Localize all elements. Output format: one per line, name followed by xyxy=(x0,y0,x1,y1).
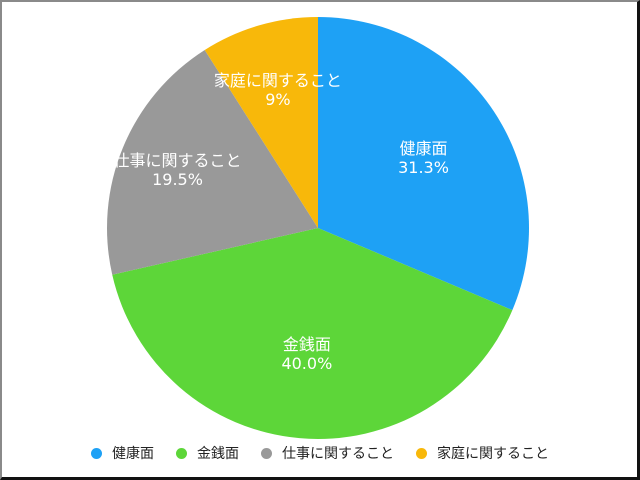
pie-slice[interactable] xyxy=(204,17,318,228)
slice-category-label: 金銭面 xyxy=(283,335,331,354)
legend-item-work[interactable]: 仕事に関すること xyxy=(261,443,394,463)
pie-slice[interactable] xyxy=(112,228,513,440)
legend-item-money[interactable]: 金銭面 xyxy=(176,443,239,463)
slice-category-label: 家庭に関すること xyxy=(214,71,342,90)
legend-dot-icon xyxy=(176,447,187,459)
slice-category-label: 健康面 xyxy=(400,139,448,158)
legend-label: 金銭面 xyxy=(197,446,239,462)
legend-label: 仕事に関すること xyxy=(282,446,394,462)
legend-label: 健康面 xyxy=(112,446,154,462)
legend-item-health[interactable]: 健康面 xyxy=(91,443,154,463)
slice-value-label: 40.0% xyxy=(281,354,332,373)
legend: 健康面 金銭面 仕事に関すること 家庭に関すること xyxy=(0,440,640,466)
legend-dot-icon xyxy=(91,447,102,459)
legend-label: 家庭に関すること xyxy=(437,446,549,462)
slice-value-label: 19.5% xyxy=(152,170,203,189)
slice-value-label: 31.3% xyxy=(398,158,449,177)
legend-dot-icon xyxy=(416,447,427,459)
legend-item-family[interactable]: 家庭に関すること xyxy=(416,443,549,463)
pie-slice[interactable] xyxy=(318,17,530,311)
legend-dot-icon xyxy=(261,447,272,459)
pie-slice[interactable] xyxy=(106,49,318,275)
slice-value-label: 9% xyxy=(265,90,290,109)
slice-category-label: 仕事に関すること xyxy=(113,151,241,170)
